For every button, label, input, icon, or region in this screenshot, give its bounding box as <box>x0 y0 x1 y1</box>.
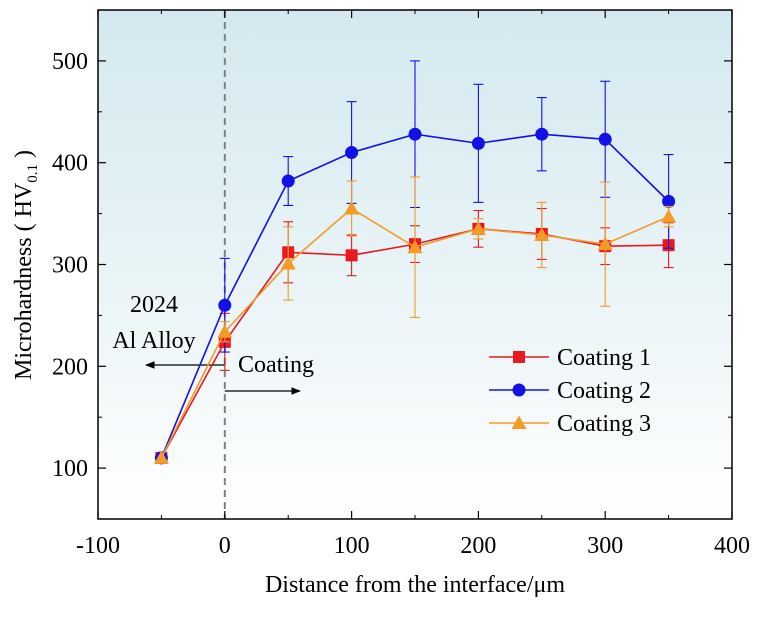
x-tick-label: 0 <box>219 533 231 559</box>
y-tick-label: 500 <box>52 49 88 75</box>
legend-label: Coating 2 <box>557 378 651 404</box>
x-tick-label: 400 <box>714 533 750 559</box>
annotation-2024: 2024 <box>130 292 178 318</box>
y-tick-label: 400 <box>52 151 88 177</box>
data-point-1-4 <box>345 249 358 262</box>
legend-label: Coating 3 <box>557 411 651 437</box>
legend-item-1: Coating 1 <box>489 345 651 371</box>
data-point-2-3 <box>281 174 295 188</box>
data-point-2-9 <box>662 194 676 208</box>
legend-marker <box>512 383 526 397</box>
y-tick-label: 100 <box>52 456 88 482</box>
data-point-3-8 <box>597 236 613 251</box>
data-point-3-1 <box>153 450 169 464</box>
legend-item-3: Coating 3 <box>489 411 651 437</box>
y-tick-label: 200 <box>52 354 88 380</box>
annotation-coating: Coating <box>238 352 314 378</box>
legend-marker <box>511 415 527 429</box>
legend-marker <box>513 351 525 363</box>
data-point-2-2 <box>218 298 232 312</box>
x-tick-label: 300 <box>587 533 623 559</box>
data-point-3-9 <box>661 209 677 223</box>
data-point-2-5 <box>408 127 422 141</box>
annotation-al-alloy: Al Alloy <box>112 328 195 354</box>
series-3 <box>153 176 677 464</box>
data-point-2-8 <box>598 132 612 146</box>
y-axis-title-close: ) <box>11 150 37 164</box>
y-axis-title: Microhardness ( HV0.1 ) <box>11 150 41 380</box>
x-tick-label: 200 <box>460 533 496 559</box>
data-point-3-7 <box>534 227 550 241</box>
y-axis-title-subscript: 0.1 <box>25 164 41 183</box>
y-axis-title-main: Microhardness ( HV <box>11 182 37 380</box>
y-tick-label: 300 <box>52 253 88 279</box>
data-point-3-3 <box>280 255 296 270</box>
x-axis-title: Distance from the interface/μm <box>265 572 565 598</box>
series-2 <box>154 60 676 465</box>
x-tick-label: -100 <box>76 533 120 559</box>
data-point-2-4 <box>345 146 359 160</box>
data-point-3-6 <box>470 221 486 235</box>
x-tick-label: 100 <box>334 533 370 559</box>
legend-item-2: Coating 2 <box>489 378 651 404</box>
data-point-3-2 <box>217 324 233 338</box>
data-point-3-4 <box>344 201 360 215</box>
data-point-3-5 <box>407 239 423 254</box>
data-point-2-7 <box>535 127 549 141</box>
legend-label: Coating 1 <box>557 345 651 371</box>
data-point-2-6 <box>471 136 485 150</box>
